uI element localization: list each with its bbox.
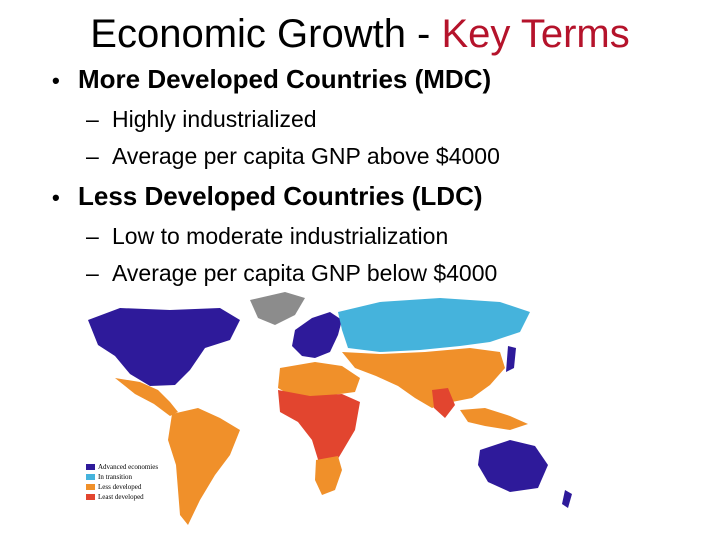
map-region-asia xyxy=(342,348,505,408)
bullet-list: • More Developed Countries (MDC) – Highl… xyxy=(52,62,712,295)
map-region-greenland xyxy=(250,292,305,325)
legend-swatch xyxy=(86,484,95,490)
map-region-europe xyxy=(292,312,342,358)
map-region-south-asia xyxy=(432,388,455,418)
dash-icon: – xyxy=(86,223,99,249)
bullet-ldc: • Less Developed Countries (LDC) xyxy=(52,179,712,215)
sub-bullet-text: Average per capita GNP below $4000 xyxy=(112,260,498,286)
map-region-central-america xyxy=(115,378,178,416)
bullet-icon: • xyxy=(52,68,60,93)
dash-icon: – xyxy=(86,143,99,169)
legend-item-least: Least developed xyxy=(86,492,158,502)
map-region-russia xyxy=(338,298,530,352)
map-region-new-zealand xyxy=(562,490,572,508)
bullet-mdc: • More Developed Countries (MDC) xyxy=(52,62,712,98)
sub-bullet-text: Highly industrialized xyxy=(112,106,317,132)
sub-bullet-mdc-1: – Highly industrialized xyxy=(86,104,712,134)
map-region-south-america xyxy=(168,408,240,525)
bullet-ldc-heading: Less Developed Countries (LDC) xyxy=(78,181,483,211)
sub-bullet-ldc-1: – Low to moderate industrialization xyxy=(86,221,712,251)
legend-label: In transition xyxy=(98,473,133,481)
legend-label: Least developed xyxy=(98,493,144,501)
map-region-southeast-asia xyxy=(460,408,528,430)
map-region-africa-south xyxy=(315,456,342,495)
map-region-australia xyxy=(478,440,548,492)
title-accent: Key Terms xyxy=(441,12,630,56)
world-development-map xyxy=(88,292,572,525)
legend-item-transition: In transition xyxy=(86,472,158,482)
map-region-africa-central xyxy=(278,390,360,472)
title-main: Economic Growth - xyxy=(90,12,442,56)
bullet-mdc-heading: More Developed Countries (MDC) xyxy=(78,64,492,94)
sub-bullet-mdc-2: – Average per capita GNP above $4000 xyxy=(86,141,712,171)
legend-swatch xyxy=(86,474,95,480)
legend-swatch xyxy=(86,464,95,470)
slide-title: Economic Growth - Key Terms xyxy=(0,10,720,58)
sub-bullet-text: Average per capita GNP above $4000 xyxy=(112,143,500,169)
map-region-japan xyxy=(506,346,516,372)
legend-label: Less developed xyxy=(98,483,142,491)
map-legend: Advanced economies In transition Less de… xyxy=(86,462,158,502)
legend-item-less: Less developed xyxy=(86,482,158,492)
dash-icon: – xyxy=(86,260,99,286)
legend-swatch xyxy=(86,494,95,500)
sub-bullet-text: Low to moderate industrialization xyxy=(112,223,449,249)
dash-icon: – xyxy=(86,106,99,132)
map-region-north-america xyxy=(88,308,240,386)
map-region-africa-north xyxy=(278,362,360,398)
bullet-icon: • xyxy=(52,185,60,210)
sub-bullet-ldc-2: – Average per capita GNP below $4000 xyxy=(86,258,712,288)
legend-label: Advanced economies xyxy=(98,463,159,471)
legend-item-advanced: Advanced economies xyxy=(86,462,158,472)
